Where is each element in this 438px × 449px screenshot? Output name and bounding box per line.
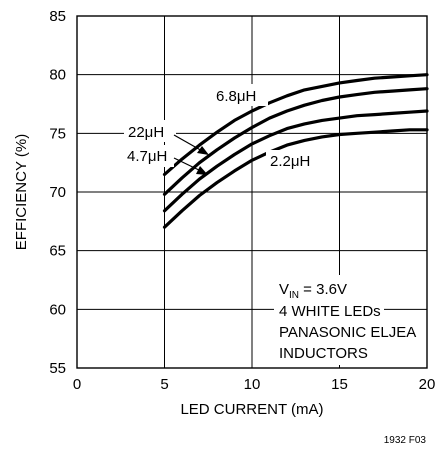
series-label-4-7uh: 4.7μH — [127, 148, 167, 165]
x-tick-label: 15 — [331, 376, 348, 393]
plot-frame — [76, 15, 428, 369]
y-tick-label: 55 — [49, 360, 66, 377]
y-tick-label: 70 — [49, 184, 66, 201]
x-tick-label: 0 — [73, 376, 81, 393]
series-lines — [162, 73, 429, 229]
series-label-22uh: 22μH — [128, 124, 164, 141]
leader-arrow-22uh — [173, 134, 209, 155]
series-label-2-2uh: 2.2μH — [270, 153, 310, 170]
series-line-2 — [162, 109, 429, 213]
y-tick-label: 85 — [49, 8, 66, 25]
series-line-0 — [162, 73, 429, 176]
label-bg-4-7uh — [124, 145, 174, 167]
x-tick-label: 5 — [160, 376, 168, 393]
x-tick-label: 20 — [419, 376, 436, 393]
label-bg-6-8uh — [212, 84, 268, 106]
y-tick-label: 75 — [49, 125, 66, 142]
x-tick-label: 10 — [244, 376, 261, 393]
y-axis-title: EFFICIENCY (%) — [13, 134, 30, 250]
y-tick-label: 60 — [49, 301, 66, 318]
y-tick-label: 80 — [49, 67, 66, 84]
y-tick-label: 65 — [49, 243, 66, 260]
condition-inductors: INDUCTORS — [279, 345, 368, 362]
y-tick-labels: 55 60 65 70 75 80 85 — [49, 8, 66, 377]
x-axis-title: LED CURRENT (mA) — [180, 401, 323, 418]
series-label-6-8uh: 6.8μH — [216, 88, 256, 105]
label-bg-22uh — [124, 120, 176, 142]
condition-inductor-brand: PANASONIC ELJEA — [279, 324, 416, 341]
x-tick-labels: 0 5 10 15 20 — [73, 376, 436, 393]
label-bg-2-2uh — [266, 150, 322, 170]
conditions-bg — [274, 275, 384, 365]
series-line-1 — [162, 87, 429, 196]
figure-id: 1932 F03 — [384, 435, 427, 446]
leader-arrow-4-7uh — [173, 157, 208, 175]
series-line-3 — [162, 128, 429, 229]
condition-leds: 4 WHITE LEDs — [279, 303, 381, 320]
condition-vin: VIN = 3.6V — [279, 281, 347, 301]
